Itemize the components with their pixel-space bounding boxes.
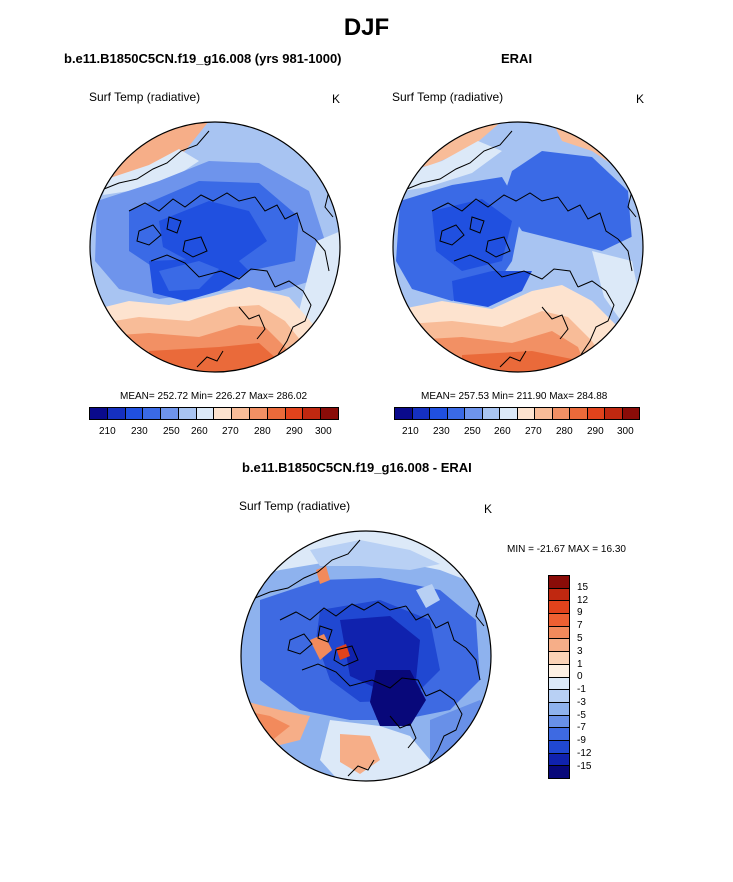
- colorbar-swatch: [517, 408, 535, 419]
- panel-model-stats: MEAN= 252.72 Min= 226.27 Max= 286.02: [120, 391, 308, 402]
- colorbar-swatch: [570, 408, 588, 419]
- colorbar-swatch: [587, 408, 605, 419]
- panel-diff-colorbar-tick: 15: [577, 582, 589, 593]
- panel-model-colorbar-tick: 260: [191, 426, 208, 437]
- colorbar-swatch: [447, 408, 465, 419]
- panel-model-variable-label: Surf Temp (radiative): [89, 90, 201, 104]
- panel-erai-units-label: K: [636, 92, 645, 106]
- panel-erai-colorbar-tick: 210: [402, 426, 419, 437]
- colorbar-swatch: [549, 690, 569, 703]
- panel-diff-colorbar-tick: -15: [577, 761, 592, 772]
- panel-diff-colorbar-tick: 3: [577, 646, 583, 657]
- panel-model-polar-map: [89, 121, 341, 373]
- panel-model-colorbar: [89, 407, 339, 420]
- colorbar-swatch: [549, 715, 569, 729]
- panel-erai-variable-label: Surf Temp (radiative): [392, 90, 504, 104]
- panel-erai-colorbar-tick: 230: [433, 426, 450, 437]
- colorbar-swatch: [622, 408, 639, 419]
- panel-diff-colorbar-tick: -3: [577, 697, 586, 708]
- panel-diff-colorbar-tick: 12: [577, 595, 589, 606]
- colorbar-swatch: [549, 588, 569, 602]
- panel-diff-colorbar-tick: -12: [577, 748, 592, 759]
- colorbar-swatch: [232, 408, 251, 419]
- panel-diff-title: b.e11.B1850C5CN.f19_g16.008 - ERAI: [242, 460, 472, 475]
- panel-diff-colorbar-tick: 5: [577, 633, 583, 644]
- colorbar-swatch: [549, 652, 569, 665]
- panel-erai-colorbar-tick: 290: [587, 426, 604, 437]
- colorbar-swatch: [549, 601, 569, 615]
- colorbar-swatch: [196, 408, 215, 419]
- colorbar-swatch: [178, 408, 197, 419]
- colorbar-swatch: [535, 408, 553, 419]
- panel-erai-stats: MEAN= 257.53 Min= 211.90 Max= 284.88: [421, 391, 608, 402]
- panel-diff-colorbar: [548, 575, 570, 779]
- colorbar-swatch: [482, 408, 500, 419]
- colorbar-swatch: [549, 614, 569, 627]
- colorbar-swatch: [107, 408, 126, 419]
- panel-diff-colorbar-tick: 0: [577, 671, 583, 682]
- colorbar-swatch: [549, 728, 569, 741]
- colorbar-swatch: [321, 408, 338, 419]
- panel-erai-colorbar-tick: 270: [525, 426, 542, 437]
- panel-diff-stats: MIN = -21.67 MAX = 16.30: [507, 544, 626, 555]
- panel-erai-polar-map: [392, 121, 644, 373]
- colorbar-swatch: [549, 664, 569, 678]
- colorbar-swatch: [125, 408, 144, 419]
- colorbar-swatch: [549, 677, 569, 691]
- panel-erai-colorbar-tick: 260: [494, 426, 511, 437]
- panel-model-title: b.e11.B1850C5CN.f19_g16.008 (yrs 981-100…: [64, 51, 342, 66]
- panel-diff-colorbar-tick: 1: [577, 659, 583, 670]
- panel-erai-colorbar: [394, 407, 640, 420]
- colorbar-swatch: [552, 408, 570, 419]
- colorbar-swatch: [465, 408, 483, 419]
- figure-title: DJF: [343, 14, 390, 41]
- panel-erai-colorbar-tick: 250: [464, 426, 481, 437]
- colorbar-swatch: [250, 408, 268, 419]
- colorbar-swatch: [549, 576, 569, 589]
- colorbar-swatch: [214, 408, 233, 419]
- colorbar-swatch: [412, 408, 430, 419]
- panel-diff-colorbar-tick: -9: [577, 735, 586, 746]
- panel-diff-colorbar-tick: 9: [577, 607, 583, 618]
- panel-diff-colorbar-tick: -7: [577, 722, 586, 733]
- colorbar-swatch: [549, 626, 569, 640]
- panel-model-units-label: K: [332, 92, 341, 106]
- panel-diff-variable-label: Surf Temp (radiative): [239, 499, 351, 513]
- colorbar-swatch: [395, 408, 413, 419]
- colorbar-swatch: [161, 408, 179, 419]
- colorbar-swatch: [549, 740, 569, 754]
- colorbar-swatch: [267, 408, 286, 419]
- panel-diff-polar-map: [240, 530, 492, 782]
- colorbar-swatch: [90, 408, 108, 419]
- colorbar-swatch: [549, 766, 569, 778]
- colorbar-swatch: [303, 408, 322, 419]
- panel-model-colorbar-tick: 210: [99, 426, 116, 437]
- panel-model-colorbar-tick: 290: [286, 426, 303, 437]
- colorbar-swatch: [143, 408, 162, 419]
- panel-erai-colorbar-tick: 280: [556, 426, 573, 437]
- panel-diff-colorbar-tick: -1: [577, 684, 586, 695]
- colorbar-swatch: [285, 408, 304, 419]
- panel-model-colorbar-tick: 270: [222, 426, 239, 437]
- panel-model-colorbar-tick: 280: [254, 426, 271, 437]
- colorbar-swatch: [430, 408, 448, 419]
- colorbar-swatch: [549, 702, 569, 716]
- panel-diff-units-label: K: [484, 502, 493, 516]
- panel-erai-colorbar-tick: 300: [617, 426, 634, 437]
- panel-model-colorbar-tick: 230: [131, 426, 148, 437]
- panel-model-colorbar-tick: 300: [315, 426, 332, 437]
- panel-diff-colorbar-tick: 7: [577, 620, 583, 631]
- panel-erai-title: ERAI: [501, 51, 533, 66]
- panel-model-colorbar-tick: 250: [163, 426, 180, 437]
- colorbar-swatch: [549, 753, 569, 767]
- panel-diff-colorbar-tick: -5: [577, 710, 586, 721]
- colorbar-swatch: [605, 408, 623, 419]
- colorbar-swatch: [500, 408, 518, 419]
- colorbar-swatch: [549, 639, 569, 653]
